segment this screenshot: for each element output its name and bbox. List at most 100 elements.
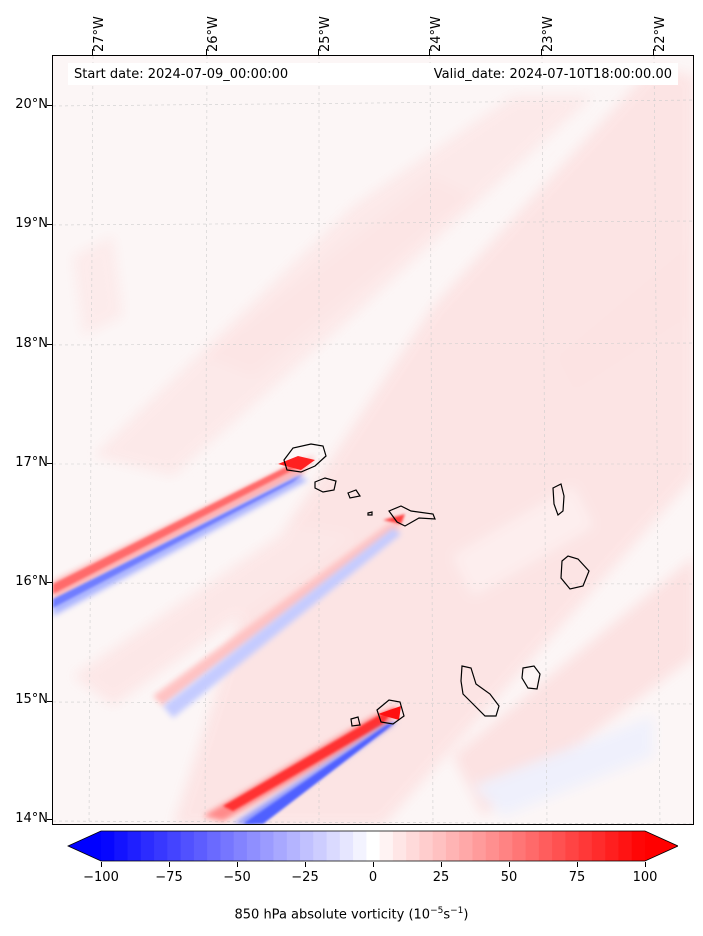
lat-tick — [47, 819, 52, 820]
island-boa-vista — [560, 555, 590, 590]
island-sao-nicolau — [388, 505, 436, 527]
lat-tick — [47, 701, 52, 702]
island-santo-antao — [283, 443, 327, 473]
lat-tick — [47, 582, 52, 583]
colorbar-bin — [300, 831, 314, 861]
colorbar-bin — [339, 831, 354, 861]
colorbar-bin — [445, 831, 460, 861]
colorbar-bin — [432, 831, 447, 861]
lon-label: 23°W — [541, 16, 556, 52]
colorbar-bin — [499, 831, 513, 861]
colorbar-bin — [366, 831, 381, 861]
colorbar-bin — [591, 831, 606, 861]
lon-tick — [541, 49, 542, 55]
lon-label: 27°W — [92, 16, 107, 52]
island-brava — [350, 716, 361, 727]
colorbar-bin — [353, 831, 367, 861]
lat-label: 18°N — [15, 336, 48, 351]
map-canvas — [53, 56, 693, 824]
colorbar-tick-label: 100 — [632, 870, 658, 885]
lon-tick — [318, 49, 319, 55]
colorbar-tick — [645, 862, 646, 867]
middle-wake — [153, 514, 405, 718]
island-fogo — [376, 699, 405, 725]
island-sao-vicente — [314, 477, 337, 493]
lat-label: 16°N — [15, 574, 48, 589]
lon-label: 22°W — [653, 16, 668, 52]
colorbar-bin — [140, 831, 155, 861]
colorbar-bin — [525, 831, 540, 861]
colorbar-bin — [101, 831, 115, 861]
island-santiago — [460, 665, 500, 717]
colorbar-bin — [578, 831, 593, 861]
colorbar-bin — [485, 831, 500, 861]
colorbar-bin — [273, 831, 288, 861]
colorbar-bin — [127, 831, 142, 861]
lat-label: 17°N — [15, 455, 48, 470]
graticule — [53, 56, 693, 824]
colorbar-tick-label: 50 — [500, 870, 518, 885]
colorbar-tick-label: −100 — [83, 870, 119, 885]
vorticity-map — [52, 55, 694, 825]
colorbar-bin — [180, 831, 195, 861]
colorbar-bin — [114, 831, 129, 861]
colorbar-bin — [392, 831, 407, 861]
colorbar-tick — [441, 862, 442, 867]
lat-label: 19°N — [15, 216, 48, 231]
colorbar-bin — [260, 831, 274, 861]
lat-tick — [47, 463, 52, 464]
colorbar-bin — [313, 831, 328, 861]
colorbar — [67, 830, 678, 862]
lat-label: 14°N — [15, 811, 48, 826]
lon-label: 26°W — [206, 16, 221, 52]
colorbar-bin — [565, 831, 580, 861]
lon-label: 24°W — [429, 16, 444, 52]
colorbar-tick-label: −75 — [155, 870, 183, 885]
colorbar-tick-label: −50 — [223, 870, 251, 885]
south-wake — [203, 706, 401, 824]
island-small-islet — [367, 511, 373, 516]
date-info-box: Start date: 2024-07-09_00:00:00 Valid_da… — [68, 63, 678, 85]
colorbar-bin — [154, 831, 168, 861]
colorbar-tick-label: 0 — [368, 870, 378, 885]
colorbar-bin — [379, 831, 394, 861]
colorbar-tick — [509, 862, 510, 867]
colorbar-max-extend — [645, 831, 678, 861]
colorbar-bin — [512, 831, 527, 861]
colorbar-bin — [631, 831, 646, 861]
lat-tick — [47, 224, 52, 225]
start-date-text: Start date: 2024-07-09_00:00:00 — [74, 67, 289, 82]
colorbar-bin — [618, 831, 633, 861]
colorbar-bin — [459, 831, 474, 861]
lat-tick — [47, 344, 52, 345]
lon-tick — [206, 49, 207, 55]
colorbar-tick-label: 25 — [432, 870, 450, 885]
colorbar-outline — [67, 830, 678, 862]
island-santa-luzia — [347, 489, 361, 499]
colorbar-bin — [220, 831, 235, 861]
colorbar-bin — [246, 831, 261, 861]
colorbar-bin — [286, 831, 301, 861]
island-maio — [521, 665, 541, 690]
colorbar-title: 850 hPa absolute vorticity (10−5s−1) — [234, 906, 469, 923]
colorbar-bin — [538, 831, 553, 861]
colorbar-tick — [237, 862, 238, 867]
colorbar-tick — [373, 862, 374, 867]
island-sal — [552, 483, 565, 516]
colorbar-bin — [406, 831, 420, 861]
colorbar-bin — [193, 831, 208, 861]
colorbar-tick — [577, 862, 578, 867]
lat-label: 15°N — [15, 692, 48, 707]
colorbar-bin — [167, 831, 182, 861]
colorbar-bin — [326, 831, 341, 861]
colorbar-bin — [552, 831, 566, 861]
colorbar-min-extend — [68, 831, 101, 861]
colorbar-tick — [305, 862, 306, 867]
colorbar-bin — [472, 831, 487, 861]
background-vorticity-field — [73, 66, 693, 824]
lon-label: 25°W — [318, 16, 333, 52]
lat-label: 20°N — [15, 97, 48, 112]
colorbar-bin — [233, 831, 248, 861]
lat-tick — [47, 105, 52, 106]
lon-tick — [429, 49, 430, 55]
